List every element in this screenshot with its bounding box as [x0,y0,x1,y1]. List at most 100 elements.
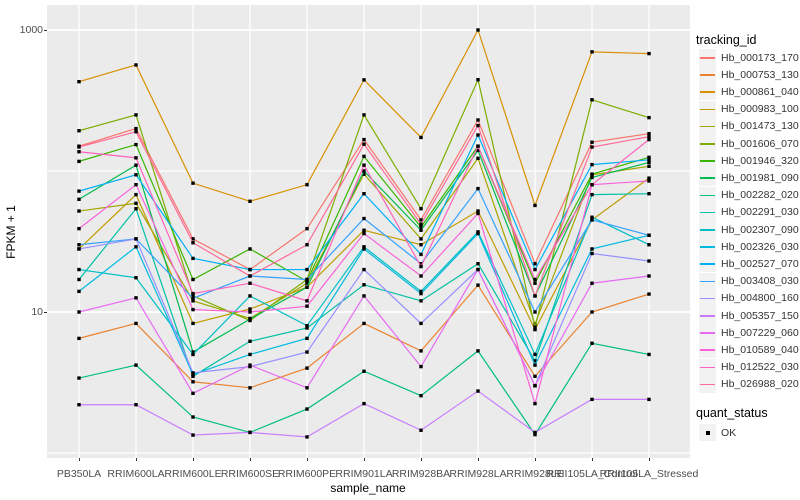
data-point [362,267,366,272]
legend-item-Hb_005357_150: Hb_005357_150 [699,307,799,324]
data-point [647,259,651,263]
data-point [134,129,138,134]
data-point [305,285,309,289]
data-point [362,216,366,221]
legend-key-swatch [699,255,716,273]
data-point [590,251,594,256]
data-point [647,164,651,168]
legend-key-swatch [699,375,716,393]
data-point [362,401,366,406]
data-point [305,182,309,187]
legend-key-swatch [699,238,716,256]
data-point [134,296,138,300]
data-point [248,430,252,435]
data-point [476,389,480,393]
data-point [533,384,537,388]
legend-item-label: Hb_000753_130 [721,68,799,81]
legend-key-line [700,57,715,59]
data-point [419,364,423,369]
data-point [191,256,195,261]
data-point [533,267,537,272]
data-point [134,142,138,147]
data-point [647,179,651,183]
data-point [191,237,195,241]
data-point [533,363,537,367]
legend-key-swatch [699,49,716,66]
data-point [77,376,81,380]
legend-key-line [700,143,715,145]
data-point [647,155,651,160]
legend-key-swatch [699,117,716,135]
data-point [533,277,537,282]
data-point [134,363,138,367]
data-point [647,192,651,196]
legend-item-label: Hb_001473_130 [721,120,799,133]
data-point [419,291,423,296]
data-point [362,231,366,236]
legend-item-Hb_000861_040: Hb_000861_040 [699,83,799,101]
data-point [77,150,81,154]
legend-key-line [700,366,715,369]
legend-key-line [700,177,715,179]
x-tick-label: RRII105LA_Stressed [599,468,699,480]
legend-item-Hb_002291_030: Hb_002291_030 [699,203,799,221]
data-point [362,192,366,196]
legend-item-Hb_010589_040: Hb_010589_040 [699,341,799,359]
x-tick-label: RRIM928LE [506,468,564,480]
data-point [305,407,309,411]
data-point [533,325,537,329]
data-point [647,233,651,237]
data-point [476,148,480,153]
legend-key-swatch [699,203,716,221]
data-point [476,231,480,236]
data-point [134,182,138,187]
data-point [533,322,537,326]
data-point [647,397,651,402]
data-point [305,277,309,282]
data-point [362,228,366,232]
legend-key-swatch [699,66,716,84]
legend-key-line [700,315,715,317]
legend-key-swatch [699,358,716,376]
data-point [305,336,309,341]
data-point [647,158,651,162]
data-point [248,317,252,321]
legend-item-Hb_001606_070: Hb_001606_070 [699,135,799,152]
legend-key-swatch [699,341,716,359]
x-tick-mark [250,458,251,461]
data-point [533,281,537,285]
data-point [647,274,651,278]
legend-key-line [700,246,715,248]
data-point [590,182,594,187]
data-point [419,252,423,257]
quant-status-item: OK [699,424,736,441]
data-point [362,245,366,249]
legend-key-swatch [699,186,716,204]
data-point [590,145,594,149]
x-tick-mark [421,458,422,461]
data-point [419,289,423,294]
x-tick-label: RRIM928BA [391,468,451,480]
data-point [191,415,195,419]
data-point [134,173,138,177]
data-point [362,283,366,287]
x-tick-label: RRII105LA_Control [546,468,638,480]
data-point [647,137,651,142]
legend-item-label: Hb_000861_040 [721,85,799,98]
data-point [305,435,309,439]
data-point [362,163,366,167]
data-point [191,181,195,185]
data-point [305,226,309,231]
data-point [590,341,594,345]
data-point [248,247,252,251]
data-point [533,401,537,406]
data-point [476,78,480,82]
data-point [533,432,537,437]
data-point [476,267,480,272]
data-point [191,291,195,296]
data-point [647,176,651,180]
data-point [248,281,252,285]
data-point [533,310,537,314]
data-point [419,321,423,326]
